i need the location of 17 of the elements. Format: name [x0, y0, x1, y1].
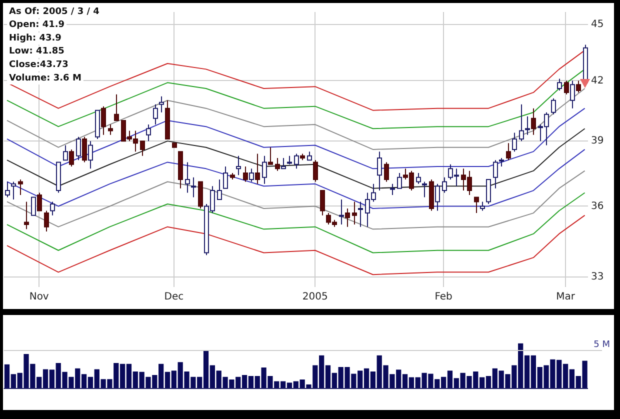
annotation: Volume: 3.6 M: [9, 73, 82, 84]
ref-line-label: 5 M: [594, 340, 610, 350]
x-tick-label: Feb: [434, 292, 452, 303]
y-tick-label: 45: [591, 19, 604, 30]
annotation: Close:43.73: [9, 60, 68, 70]
y-tick-label: 42: [591, 75, 604, 86]
x-tick-label: 2005: [302, 292, 328, 303]
annotation: Low: 41.85: [9, 46, 64, 57]
annotation: As Of: 2005 / 3 / 4: [9, 6, 100, 17]
x-tick-label: Mar: [556, 292, 576, 303]
annotation: Open: 41.9: [9, 20, 65, 30]
x-tick-label: Dec: [164, 292, 184, 303]
y-tick-label: 36: [591, 200, 604, 212]
y-tick-label: 39: [591, 136, 604, 147]
annotation: High: 43.9: [9, 33, 62, 44]
x-tick-label: Nov: [29, 292, 49, 303]
y-tick-label: 33: [591, 272, 604, 283]
